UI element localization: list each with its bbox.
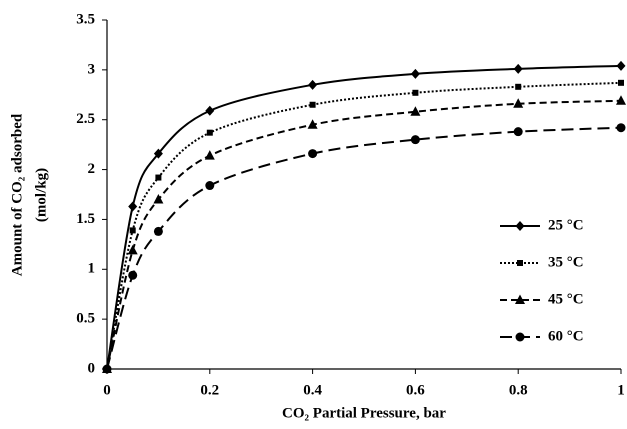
y-tick-label: 0.5 bbox=[76, 311, 95, 327]
marker bbox=[616, 123, 626, 133]
y-tick-label: 2 bbox=[88, 161, 96, 177]
marker bbox=[513, 63, 523, 74]
x-tick-label: 0.6 bbox=[406, 382, 425, 398]
y-tick-label: 3.5 bbox=[76, 11, 95, 27]
marker bbox=[205, 105, 215, 116]
legend-marker bbox=[517, 260, 523, 266]
y-tick-label: 1 bbox=[88, 261, 96, 277]
marker bbox=[412, 89, 419, 96]
y-tick-label: 1.5 bbox=[76, 211, 95, 227]
x-tick-label: 0.8 bbox=[509, 382, 528, 398]
x-tick-label: 0.2 bbox=[200, 382, 219, 398]
series-line bbox=[106, 126, 622, 370]
series-line bbox=[106, 99, 622, 370]
legend-marker bbox=[515, 294, 525, 304]
legend-label: 60 °C bbox=[548, 328, 584, 344]
marker bbox=[155, 174, 162, 181]
marker bbox=[308, 149, 318, 159]
marker bbox=[206, 129, 213, 136]
y-tick-label: 0 bbox=[88, 360, 96, 376]
x-tick-label: 0.4 bbox=[303, 382, 322, 398]
marker bbox=[410, 135, 420, 145]
y-axis-label: Amount of CO₂ adsorbed bbox=[9, 113, 25, 276]
x-tick-label: 1 bbox=[617, 382, 625, 398]
y-tick-label: 3 bbox=[88, 61, 96, 77]
marker bbox=[204, 150, 215, 160]
marker bbox=[153, 193, 164, 204]
marker bbox=[205, 181, 215, 191]
legend-label: 45 °C bbox=[548, 291, 584, 307]
marker bbox=[128, 270, 138, 280]
marker bbox=[128, 201, 138, 212]
marker bbox=[129, 227, 136, 234]
series-line bbox=[106, 64, 622, 370]
legend-label: 25 °C bbox=[548, 217, 584, 233]
marker bbox=[153, 148, 163, 159]
marker bbox=[308, 79, 318, 90]
marker bbox=[153, 226, 163, 236]
marker bbox=[309, 101, 316, 108]
marker bbox=[616, 95, 626, 105]
marker bbox=[618, 79, 624, 86]
x-tick-label: 0 bbox=[103, 382, 111, 398]
marker bbox=[307, 119, 318, 129]
marker bbox=[515, 83, 522, 90]
marker bbox=[513, 98, 524, 108]
legend-label: 35 °C bbox=[548, 254, 584, 270]
marker bbox=[410, 106, 421, 116]
marker bbox=[616, 60, 626, 71]
marker bbox=[127, 244, 138, 255]
legend-marker bbox=[515, 332, 525, 342]
marker bbox=[102, 364, 112, 374]
marker bbox=[513, 127, 523, 137]
x-axis-label: CO₂ Partial Pressure, bar bbox=[282, 405, 446, 421]
marker bbox=[410, 68, 420, 79]
y-axis-label: (mol/kg) bbox=[33, 168, 49, 222]
legend-marker bbox=[515, 221, 525, 231]
y-tick-label: 2.5 bbox=[76, 111, 95, 127]
